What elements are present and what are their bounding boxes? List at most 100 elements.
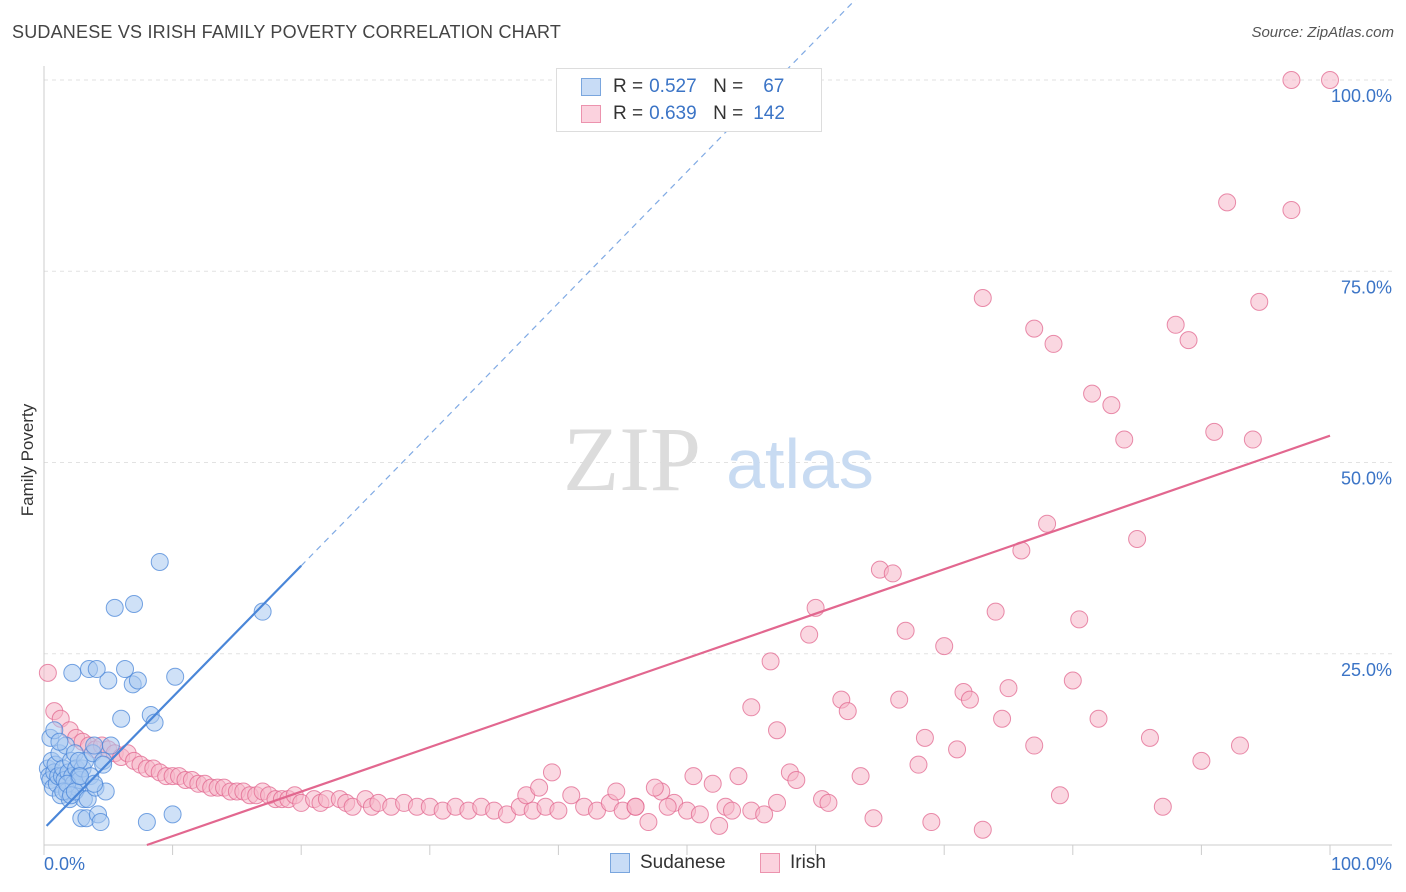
legend-label-sudanese: Sudanese: [640, 852, 726, 873]
data-point-sudanese: [85, 736, 104, 755]
legend-swatch-sudanese: [610, 853, 630, 873]
trend-lines: [45, 0, 1331, 847]
data-point-sudanese: [253, 602, 272, 621]
data-point-irish: [883, 564, 902, 583]
data-point-irish: [703, 774, 722, 793]
data-point-irish: [1038, 514, 1057, 533]
data-point-irish: [819, 793, 838, 812]
data-point-irish: [1140, 728, 1159, 747]
data-point-irish: [935, 637, 954, 656]
data-point-sudanese: [91, 813, 110, 832]
data-point-irish: [742, 698, 761, 717]
data-point-irish: [787, 770, 806, 789]
data-point-irish: [658, 797, 677, 816]
data-point-sudanese: [50, 732, 69, 751]
data-point-irish: [800, 625, 819, 644]
data-point-irish: [999, 679, 1018, 698]
r-value: 0.639: [649, 103, 697, 124]
data-point-irish: [562, 786, 581, 805]
watermark-zip: ZIP: [563, 408, 701, 510]
data-point-sudanese: [163, 805, 182, 824]
legend-swatch-irish: [581, 105, 601, 123]
data-point-sudanese: [125, 595, 144, 614]
data-point-sudanese: [105, 598, 124, 617]
data-point-irish: [38, 663, 57, 682]
legend-swatch-irish: [760, 853, 780, 873]
data-point-irish: [1282, 201, 1301, 220]
data-point-irish: [915, 728, 934, 747]
data-point-irish: [890, 690, 909, 709]
data-point-sudanese: [112, 709, 131, 728]
n-label: N =: [713, 103, 744, 124]
n-label: N =: [713, 76, 744, 97]
x-tick-label: 0.0%: [44, 854, 85, 874]
data-point-irish: [838, 702, 857, 721]
r-label: R =: [613, 76, 644, 97]
data-point-irish: [1153, 797, 1172, 816]
data-point-irish: [1102, 396, 1121, 415]
n-value: 142: [753, 103, 785, 124]
trend-line-sudanese: [45, 565, 302, 827]
data-point-irish: [768, 721, 787, 740]
data-point-sudanese: [85, 774, 104, 793]
data-point-irish: [960, 690, 979, 709]
data-point-irish: [1025, 736, 1044, 755]
data-point-irish: [1025, 319, 1044, 338]
trend-extension-sudanese: [300, 0, 856, 567]
data-point-irish: [549, 801, 568, 820]
y-tick-label: 75.0%: [1341, 277, 1392, 297]
legend-item-sudanese: Sudanese: [610, 852, 726, 874]
y-tick-label: 100.0%: [1331, 86, 1392, 106]
data-point-irish: [993, 709, 1012, 728]
data-point-sudanese: [166, 667, 185, 686]
data-point-irish: [1050, 786, 1069, 805]
data-point-sudanese: [87, 660, 106, 679]
data-point-irish: [1044, 334, 1063, 353]
data-point-irish: [973, 289, 992, 308]
n-value: 67: [763, 76, 785, 97]
data-point-sudanese: [116, 660, 135, 679]
data-point-irish: [755, 805, 774, 824]
data-point-irish: [1128, 530, 1147, 548]
trend-line-irish: [146, 434, 1331, 847]
source-label: Source: ZipAtlas.com: [1251, 24, 1394, 41]
data-point-irish: [761, 652, 780, 671]
legend-swatch-sudanese: [581, 78, 601, 96]
data-point-irish: [1230, 736, 1249, 755]
points-layer: [38, 71, 1339, 839]
data-point-irish: [530, 778, 549, 797]
data-point-sudanese: [128, 671, 147, 690]
data-point-sudanese: [101, 736, 120, 755]
data-point-irish: [896, 621, 915, 640]
data-point-irish: [1243, 430, 1262, 449]
data-point-irish: [986, 602, 1005, 621]
data-point-irish: [607, 782, 626, 801]
legend-item-irish: Irish: [760, 852, 826, 874]
y-tick-label: 25.0%: [1341, 660, 1392, 680]
data-point-irish: [851, 767, 870, 786]
legend-row-sudanese: R = 0.527 N = 67: [581, 74, 784, 100]
data-point-irish: [948, 740, 967, 759]
data-point-irish: [1070, 610, 1089, 629]
data-point-irish: [909, 755, 928, 774]
data-point-irish: [1218, 193, 1237, 212]
data-point-irish: [1192, 751, 1211, 770]
chart-title: SUDANESE VS IRISH FAMILY POVERTY CORRELA…: [12, 22, 562, 42]
tick-labels: 25.0% 50.0% 75.0% 100.0% 0.0% 100.0%: [44, 86, 1392, 874]
data-point-irish: [626, 797, 645, 816]
x-tick-label: 100.0%: [1331, 854, 1392, 874]
data-point-sudanese: [150, 552, 169, 571]
data-point-irish: [973, 820, 992, 839]
data-point-sudanese: [94, 755, 113, 774]
data-point-irish: [1089, 709, 1108, 728]
data-point-irish: [1179, 331, 1198, 350]
data-point-irish: [922, 813, 941, 832]
legend-label-irish: Irish: [790, 852, 826, 873]
data-point-irish: [684, 767, 703, 786]
data-point-irish: [864, 809, 883, 828]
data-point-sudanese: [137, 813, 156, 832]
data-point-sudanese: [99, 671, 118, 690]
data-point-irish: [729, 767, 748, 786]
data-point-irish: [768, 793, 787, 812]
